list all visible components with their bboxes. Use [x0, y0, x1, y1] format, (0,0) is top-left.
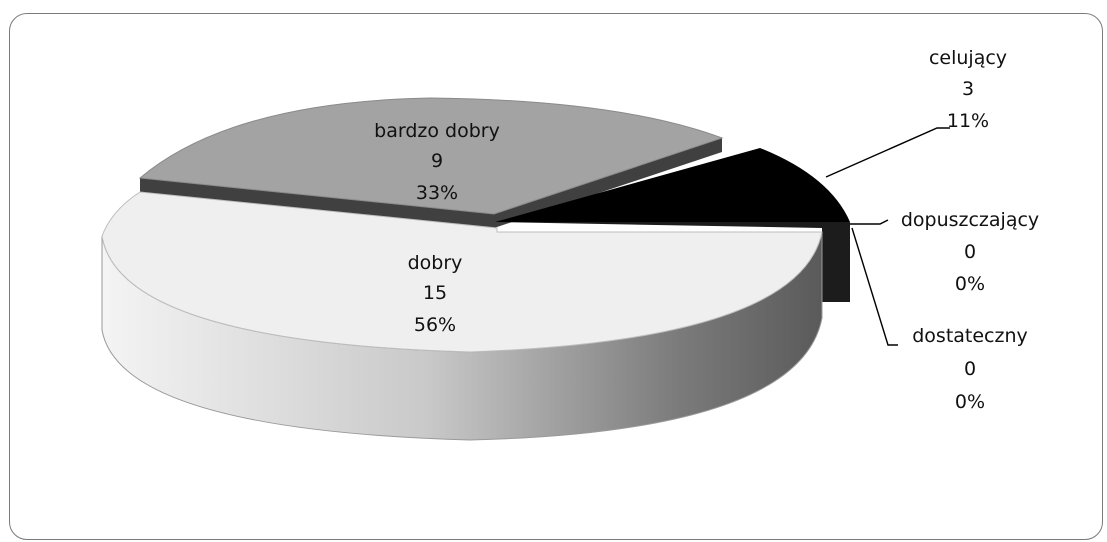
label-dobry-value: 15 — [423, 282, 447, 304]
label-celujacy-category: celujący — [929, 47, 1007, 69]
label-dostateczny-value: 0 — [964, 358, 976, 380]
label-bardzo-dobry-percent: 33% — [416, 182, 458, 204]
label-dopuszczajacy-category: dopuszczający — [901, 209, 1039, 231]
slice-celujacy-top — [495, 148, 850, 222]
label-celujacy: celujący 3 11% — [929, 47, 1007, 132]
leader-line-dostateczny — [851, 227, 898, 346]
slice-dobry — [101, 191, 823, 441]
slice-bardzo-dobry-top — [138, 97, 724, 215]
label-dostateczny: dostateczny 0 0% — [912, 325, 1028, 413]
slice-bardzo-dobry — [138, 97, 724, 228]
label-dobry: dobry 15 56% — [408, 252, 463, 336]
label-dobry-percent: 56% — [414, 314, 456, 336]
label-dostateczny-percent: 0% — [955, 391, 985, 413]
slice-bardzo-dobry-side — [140, 138, 722, 228]
label-dopuszczajacy: dopuszczający 0 0% — [901, 209, 1039, 295]
label-dostateczny-category: dostateczny — [912, 325, 1028, 347]
label-bardzo-dobry-category: bardzo dobry — [374, 120, 500, 142]
label-celujacy-value: 3 — [962, 78, 974, 100]
slice-celujacy — [495, 148, 850, 302]
label-celujacy-percent: 11% — [947, 110, 989, 132]
leader-line-dopuszczajacy — [850, 219, 889, 225]
label-dopuszczajacy-value: 0 — [964, 241, 976, 263]
leader-line-celujacy — [825, 127, 950, 178]
label-bardzo-dobry-value: 9 — [431, 150, 443, 172]
slice-dobry-top — [101, 191, 823, 353]
label-bardzo-dobry: bardzo dobry 9 33% — [374, 120, 500, 204]
label-dopuszczajacy-percent: 0% — [955, 273, 985, 295]
label-dobry-category: dobry — [408, 252, 463, 274]
